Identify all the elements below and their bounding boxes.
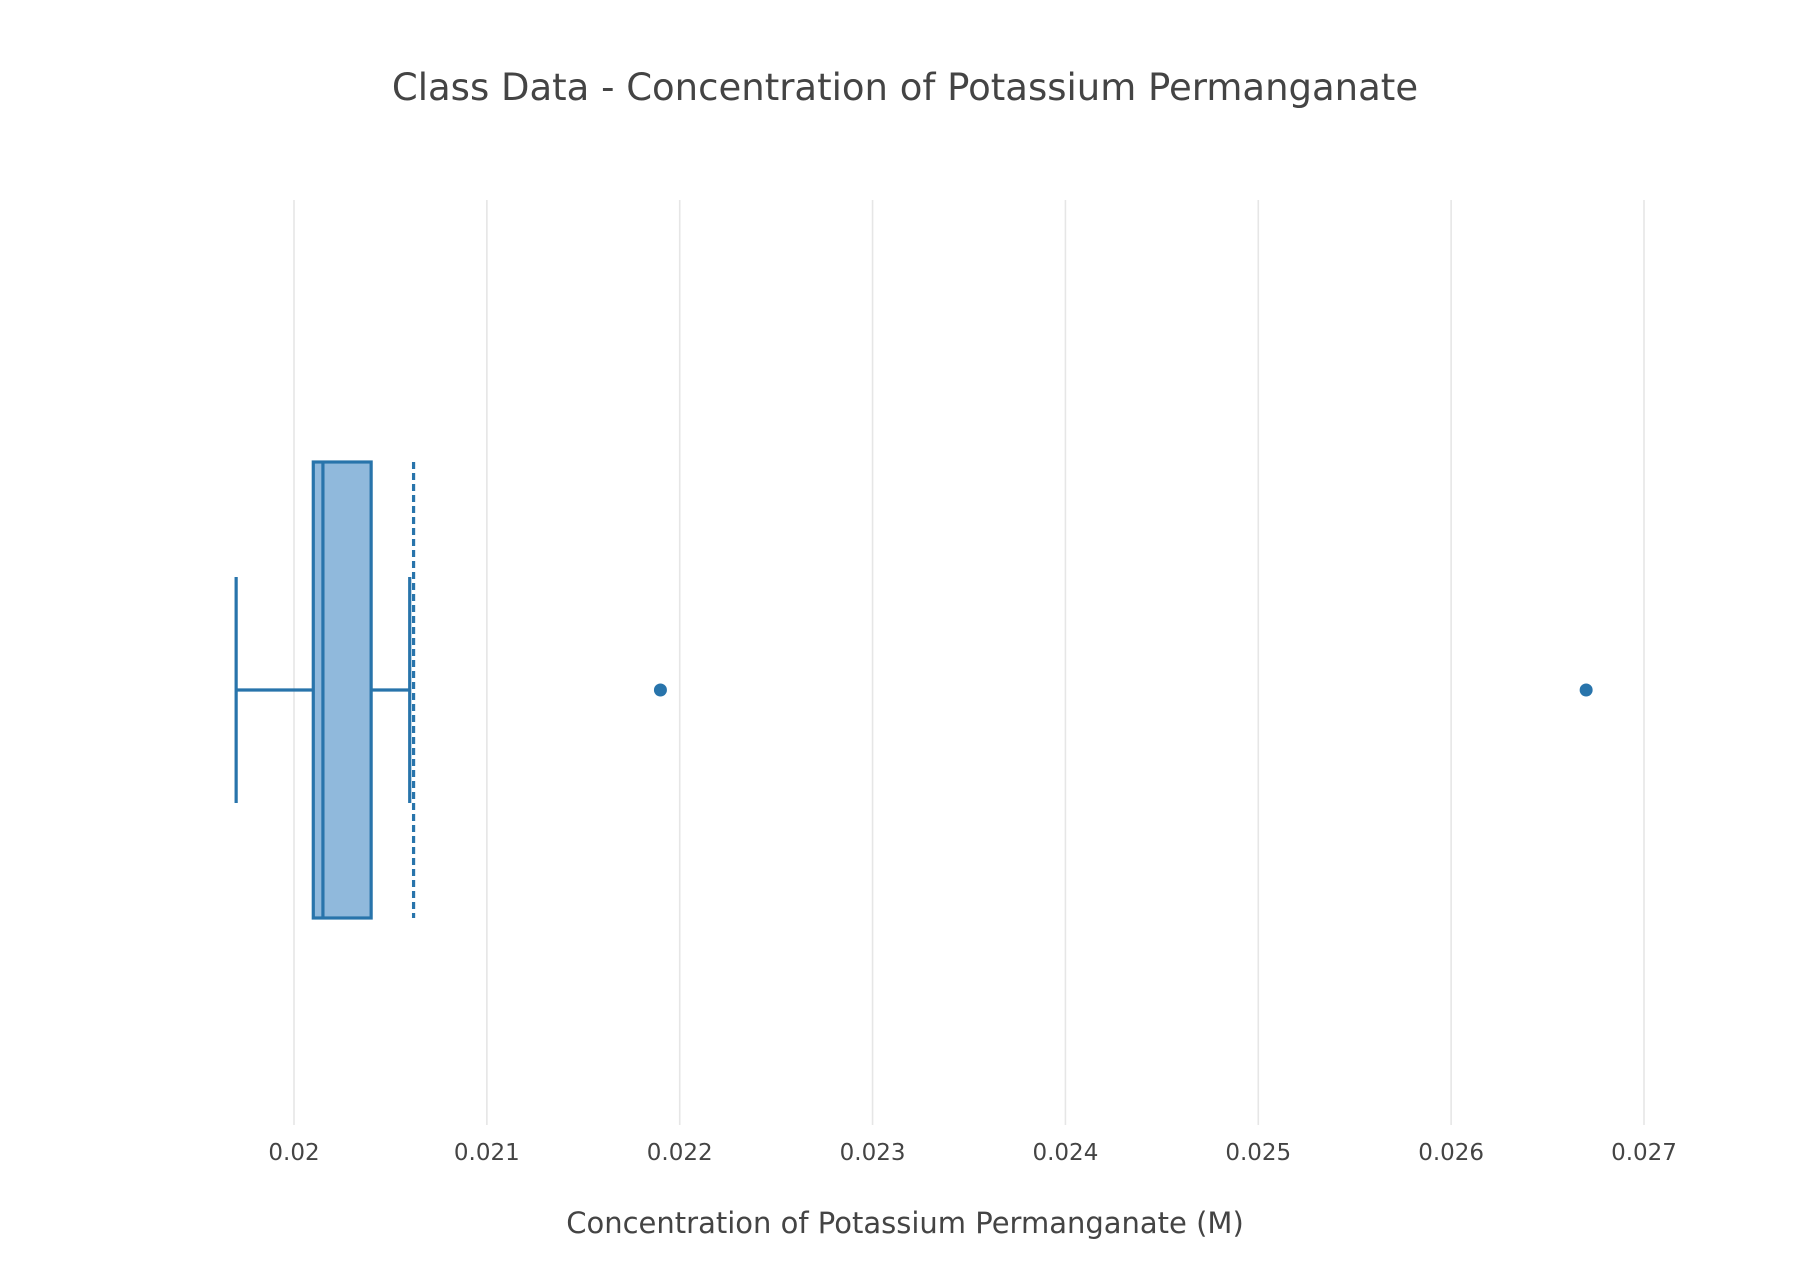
outlier-layer xyxy=(653,683,1593,697)
x-tick-label: 0.027 xyxy=(1611,1140,1677,1166)
chart-title: Class Data - Concentration of Potassium … xyxy=(392,66,1418,109)
x-tick-label: 0.021 xyxy=(454,1140,520,1166)
x-tick-label: 0.026 xyxy=(1418,1140,1484,1166)
x-tick-label: 0.022 xyxy=(647,1140,713,1166)
x-tick-label: 0.02 xyxy=(268,1140,319,1166)
outlier-point xyxy=(1579,683,1593,697)
x-tick-label: 0.024 xyxy=(1032,1140,1098,1166)
tick-label-layer: 0.02 0.021 0.022 0.023 0.024 0.025 0.026 0.027 xyxy=(268,1140,1677,1166)
x-axis-title: Concentration of Potassium Permanganate … xyxy=(566,1206,1244,1240)
grid-layer xyxy=(293,200,1645,1125)
outlier-point xyxy=(653,683,667,697)
box-plot xyxy=(234,460,416,920)
x-tick-label: 0.023 xyxy=(840,1140,906,1166)
x-tick-label: 0.025 xyxy=(1225,1140,1291,1166)
